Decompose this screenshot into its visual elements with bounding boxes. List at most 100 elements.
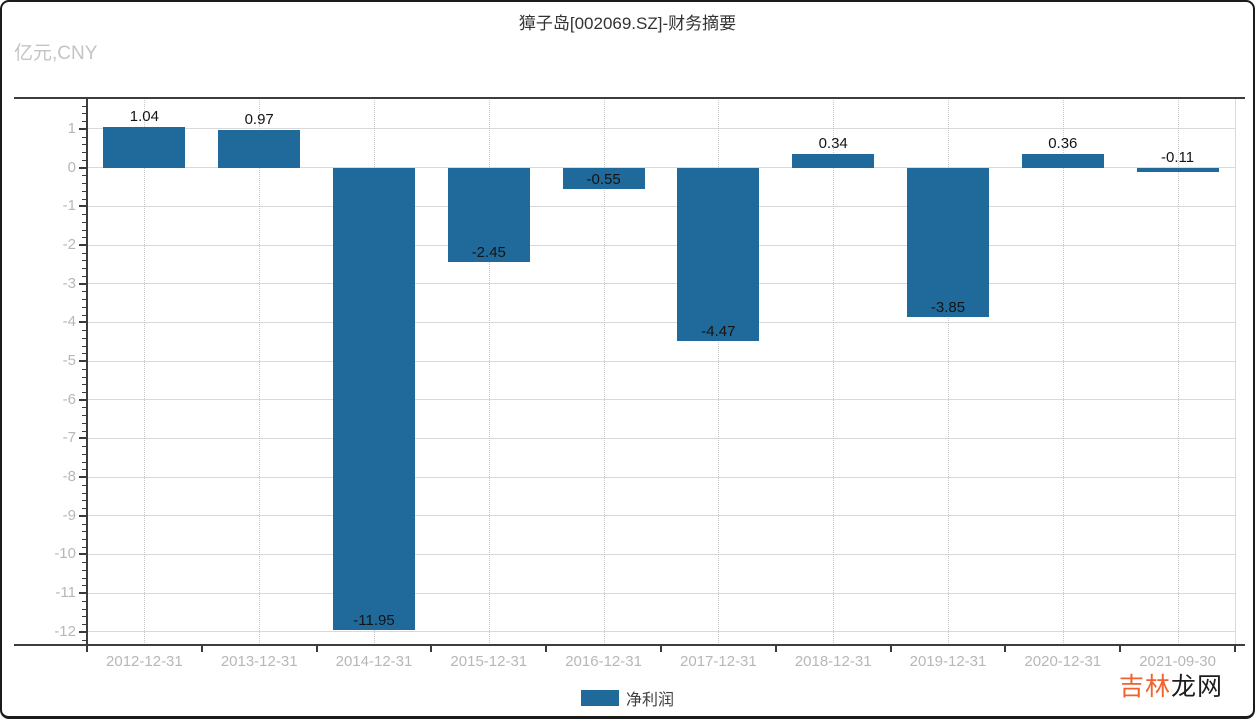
x-tick [430,645,433,652]
y-tick [79,244,87,246]
bar-value-label: -4.47 [701,322,736,340]
y-minor-tick [82,430,87,432]
y-minor-tick [82,469,87,471]
unit-label: 亿元,CNY [14,43,98,64]
y-axis-label: -8 [62,468,76,486]
gridline-h [87,244,1235,246]
y-minor-tick [82,159,87,161]
y-tick [79,127,87,130]
y-minor-tick [82,237,87,239]
gridline-h [87,476,1235,478]
legend-item-net-profit[interactable]: 净利润 [2,689,1253,709]
x-axis-label: 2018-12-31 [794,653,872,670]
x-axis-label: 2020-12-31 [1024,653,1102,670]
gridline-v [144,98,146,645]
x-tick [1004,645,1007,652]
bar[interactable] [333,167,415,630]
bar[interactable] [218,130,301,168]
bar-value-label: -0.55 [586,170,621,188]
x-tick [774,645,777,652]
y-minor-tick [82,608,87,610]
y-minor-tick [82,275,87,277]
bar[interactable] [562,167,645,189]
y-minor-tick [82,539,87,540]
watermark-part2: 龙网 [1170,673,1223,701]
x-tick [86,645,88,652]
bar-value-label: -3.85 [930,298,966,316]
y-minor-tick [82,368,87,370]
x-tick [889,645,892,652]
x-axis-label: 2013-12-31 [220,653,298,670]
y-axis-label: -12 [54,622,76,640]
bar[interactable] [1136,167,1219,172]
gridline-v [1062,98,1064,645]
x-axis-label: 2014-12-31 [335,653,413,670]
bar[interactable] [103,127,186,168]
y-minor-tick [82,624,87,626]
y-tick [79,514,87,517]
y-minor-tick [82,183,87,185]
y-axis-label: -10 [54,545,76,563]
x-tick [545,645,548,652]
bar[interactable] [1021,153,1104,168]
bar[interactable] [792,154,875,168]
y-minor-tick [82,229,87,231]
gridline-v [259,98,261,645]
y-minor-tick [82,392,87,393]
x-axis-line [14,644,1245,646]
x-tick [660,645,662,652]
x-axis-label: 2017-12-31 [680,653,757,670]
bar[interactable] [677,167,760,341]
bar[interactable] [447,167,530,263]
y-minor-tick [82,198,87,200]
y-minor-tick [82,353,87,355]
gridline-v [948,98,949,645]
y-tick [79,437,87,440]
y-minor-tick [82,453,87,455]
y-axis-label: -6 [62,390,76,408]
gridline-h [87,283,1235,285]
y-minor-tick [82,569,87,571]
y-minor-tick [82,136,87,138]
y-minor-tick [82,337,87,339]
page-title: 獐子岛[002069.SZ]-财务摘要 [518,14,737,33]
bar-value-label: -2.45 [471,244,506,262]
y-axis-label: -9 [62,506,76,524]
gridline-h [87,128,1235,130]
y-minor-tick [82,175,87,177]
gridline-h [87,515,1235,517]
y-minor-tick [82,345,87,347]
y-minor-tick [82,492,87,494]
y-tick [79,321,87,324]
y-minor-tick [82,422,87,424]
y-axis-label: -11 [55,584,76,602]
y-minor-tick [82,415,87,417]
y-minor-tick [82,407,87,409]
y-minor-tick [82,585,87,587]
y-minor-tick [82,144,87,146]
bar[interactable] [907,167,989,317]
bar-value-label: -11.95 [353,611,395,629]
x-tick [315,645,318,652]
bar-value-label: 0.36 [1048,134,1078,152]
y-tick [79,476,87,479]
y-minor-tick [82,523,87,525]
y-minor-tick [82,508,87,510]
gridline-h [87,553,1235,555]
x-axis-label: 2016-12-31 [565,653,642,670]
plot-right-border [1235,98,1236,645]
x-axis-label: 2015-12-31 [450,653,528,670]
y-minor-tick [82,268,87,270]
y-axis-label: -2 [62,236,76,253]
x-tick [200,645,203,652]
y-tick [79,398,87,401]
y-axis-label: 0 [67,158,76,176]
gridline-h [87,399,1235,401]
bar-value-label: 0.97 [244,111,274,129]
y-minor-tick [82,291,87,293]
x-axis-label: 2012-12-31 [106,653,183,670]
y-tick [79,166,87,169]
legend-swatch-icon [580,690,619,706]
gridline-v [488,98,490,645]
